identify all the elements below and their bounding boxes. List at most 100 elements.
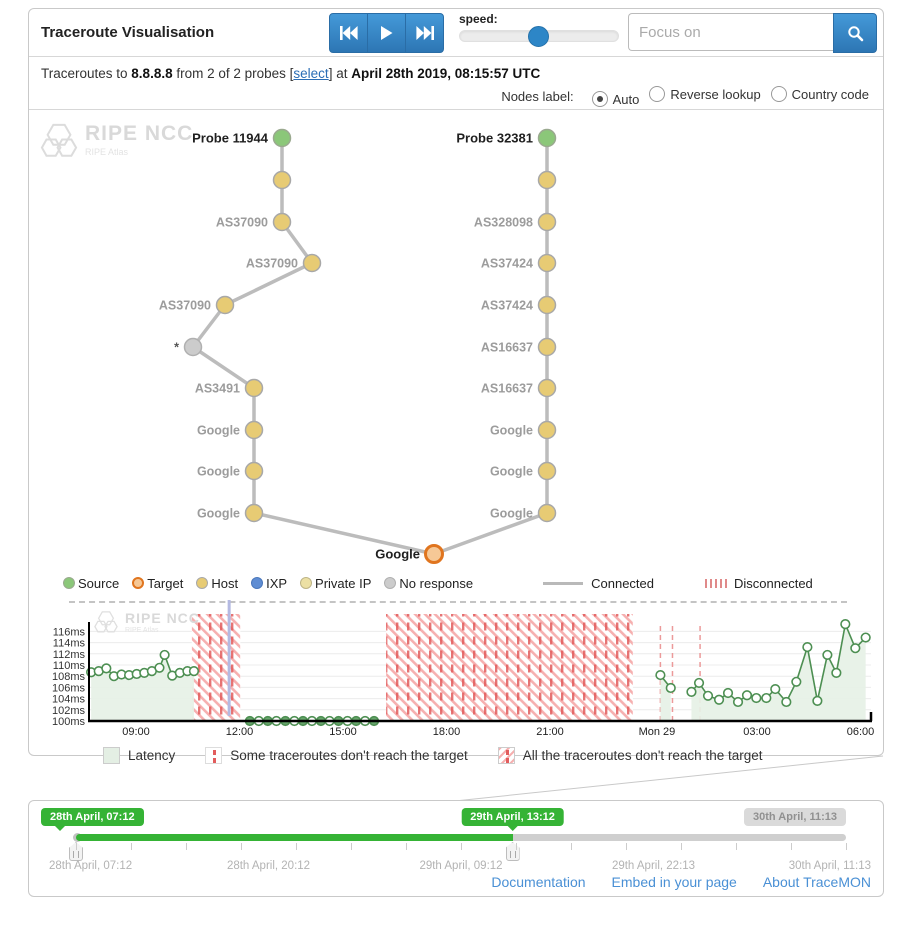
graph-node-[interactable] xyxy=(183,337,203,357)
latency-point[interactable] xyxy=(693,677,705,689)
graph-node-google[interactable] xyxy=(537,461,557,481)
connected-line-icon xyxy=(543,581,584,585)
topology-canvas: Probe 11944 AS37090 AS37090 AS37090 * AS3491 G… xyxy=(159,128,557,564)
graph-node-as37090[interactable] xyxy=(302,253,322,273)
latency-point[interactable] xyxy=(154,662,165,673)
latency-point[interactable] xyxy=(761,692,772,704)
y-axis-tick-label: 102ms xyxy=(52,705,86,717)
graph-node-google[interactable] xyxy=(537,420,557,440)
radio-label: Country code xyxy=(791,86,869,102)
y-axis-tick-label: 114ms xyxy=(53,638,86,650)
latency-point[interactable] xyxy=(822,649,833,661)
latency-point[interactable] xyxy=(101,663,112,674)
timeline-tick xyxy=(186,843,187,850)
speed-slider-handle[interactable] xyxy=(527,26,549,47)
timeline-tick xyxy=(131,843,132,850)
focus-input[interactable] xyxy=(628,13,833,51)
legend-item-no-response: No response xyxy=(384,576,473,591)
nodes-label-radio-auto[interactable]: Auto xyxy=(591,91,639,107)
latency-point[interactable] xyxy=(840,619,851,630)
graph-node-google[interactable] xyxy=(244,503,264,523)
timeline-tick xyxy=(681,843,682,850)
graph-node-google[interactable] xyxy=(424,544,444,564)
some-swatch-icon xyxy=(205,747,223,764)
node-legend: Source Target Host IXP Private IP No response… xyxy=(29,570,883,596)
disconnected-dashes-icon xyxy=(705,578,728,588)
graph-node-label: * xyxy=(174,341,179,355)
latency-chart[interactable]: 116ms114ms112ms110ms108ms106ms104ms102ms… xyxy=(29,600,883,746)
y-axis-tick-label: 100ms xyxy=(52,716,86,728)
latency-point[interactable] xyxy=(665,682,676,694)
latency-point[interactable] xyxy=(860,632,871,643)
latency-point[interactable] xyxy=(702,690,714,701)
graph-node-google[interactable] xyxy=(537,503,557,523)
timeline-rail[interactable] xyxy=(73,833,846,842)
graph-node-probe32381[interactable] xyxy=(537,128,557,148)
graph-node-label: Google xyxy=(490,465,533,479)
embed-link[interactable]: Embed in your page xyxy=(611,874,737,890)
radio-group: Auto Reverse lookup Country code xyxy=(582,86,869,107)
latency-point[interactable] xyxy=(722,687,734,699)
radio-label: Reverse lookup xyxy=(670,86,761,102)
skip-start-button[interactable] xyxy=(329,13,368,53)
graph-node-google[interactable] xyxy=(244,461,264,481)
latency-point[interactable] xyxy=(188,666,200,677)
x-axis-tick-label: 03:00 xyxy=(743,726,771,738)
graph-node-as37090[interactable] xyxy=(215,295,235,315)
latency-point[interactable] xyxy=(802,641,813,653)
latency-point[interactable] xyxy=(686,686,697,697)
graph-node-label: AS37424 xyxy=(481,257,533,271)
graph-node-as328098[interactable] xyxy=(537,212,557,232)
graph-node-hop[interactable] xyxy=(272,170,292,190)
graph-node-as3491[interactable] xyxy=(244,378,264,398)
select-probes-link[interactable]: select xyxy=(293,66,329,81)
timeline-tick xyxy=(241,843,242,850)
graph-node-as16637[interactable] xyxy=(537,337,557,357)
timeline-selected-range[interactable] xyxy=(76,834,513,841)
graph-node-google[interactable] xyxy=(244,420,264,440)
latency-point[interactable] xyxy=(770,683,781,695)
handle-grip-icon xyxy=(73,851,79,858)
latency-point[interactable] xyxy=(781,696,792,708)
graph-node-probe11944[interactable] xyxy=(272,128,292,148)
graph-node-as37424[interactable] xyxy=(537,253,557,273)
source-node-icon xyxy=(63,577,75,589)
badge-tail xyxy=(55,826,65,831)
x-axis-tick-label: 15:00 xyxy=(329,726,357,738)
latency-point[interactable] xyxy=(831,667,842,678)
speed-slider[interactable] xyxy=(459,26,619,47)
nodes-label-radio-reverse-lookup[interactable]: Reverse lookup xyxy=(649,86,761,102)
timeline-handle-end[interactable] xyxy=(505,842,520,861)
latency-point[interactable] xyxy=(655,669,666,681)
search-icon xyxy=(847,25,863,41)
legend-label: Source xyxy=(78,575,120,591)
play-button[interactable] xyxy=(367,13,406,53)
latency-point[interactable] xyxy=(741,690,753,701)
latency-point[interactable] xyxy=(159,649,170,661)
legend-item-private-ip: Private IP xyxy=(300,576,371,591)
latency-point[interactable] xyxy=(732,696,744,708)
legend-label: Connected xyxy=(591,575,655,591)
timeline-tick-label: 28th April, 07:12 xyxy=(49,860,133,872)
focus-search xyxy=(628,13,877,53)
latency-point[interactable] xyxy=(751,692,762,704)
latency-point[interactable] xyxy=(812,695,823,706)
summary-text: from 2 of 2 probes [ xyxy=(172,66,294,81)
latency-point[interactable] xyxy=(713,694,725,705)
nodes-label-radio-country-code[interactable]: Country code xyxy=(770,86,869,102)
latency-point[interactable] xyxy=(850,643,861,654)
documentation-link[interactable]: Documentation xyxy=(491,874,586,890)
graph-node-label: AS37090 xyxy=(246,257,298,271)
timeline-handle-start[interactable] xyxy=(69,842,83,861)
graph-node-hop[interactable] xyxy=(537,170,557,190)
graph-node-label: Google xyxy=(197,507,240,521)
x-axis-tick-label: Mon 29 xyxy=(639,726,676,738)
latency-point[interactable] xyxy=(791,676,802,687)
graph-node-as37424[interactable] xyxy=(537,295,557,315)
graph-node-as37090[interactable] xyxy=(272,212,292,232)
about-link[interactable]: About TraceMON xyxy=(762,874,871,890)
graph-node-as16637[interactable] xyxy=(537,378,557,398)
search-button[interactable] xyxy=(833,13,877,53)
skip-end-button[interactable] xyxy=(405,13,444,53)
y-axis-tick-label: 112ms xyxy=(53,649,86,661)
